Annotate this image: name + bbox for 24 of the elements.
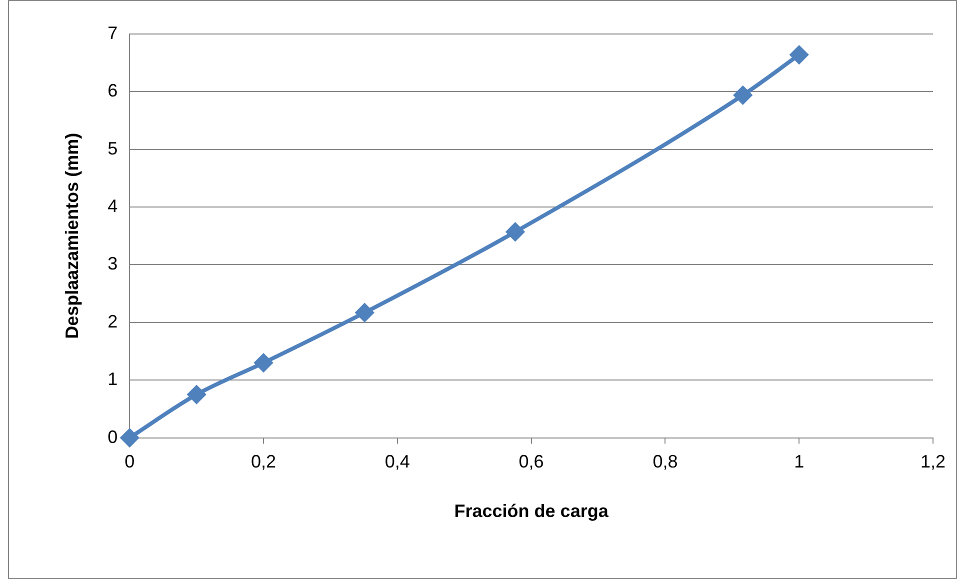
y-tick-label: 3 (108, 254, 118, 274)
x-tick-label: 0,4 (384, 452, 410, 472)
y-axis-title: Desplaazamientos (mm) (62, 132, 82, 339)
point (356, 304, 374, 322)
x-tick-label: 1 (794, 452, 804, 472)
point (506, 222, 524, 241)
x-tick-label: 0 (124, 452, 135, 472)
y-tick-label: 1 (108, 369, 118, 390)
point (120, 428, 139, 447)
point (188, 386, 206, 404)
x-tick-label: 0,2 (250, 452, 276, 472)
x-tick-label: 0,6 (518, 452, 544, 472)
y-tick-label: 0 (108, 426, 118, 447)
y-tick-label: 6 (108, 80, 118, 101)
y-tick-label: 7 (108, 22, 118, 43)
x-axis-title: Fracción de carga (454, 501, 610, 522)
point (734, 86, 752, 104)
y-tick-label: 2 (108, 311, 118, 332)
x-tick-label: 0,8 (652, 452, 678, 472)
point (790, 46, 808, 64)
x-tick-label: 1,2 (920, 452, 946, 472)
point (254, 354, 273, 372)
y-tick-label: 4 (108, 196, 118, 216)
y-tick-label: 5 (108, 138, 118, 158)
